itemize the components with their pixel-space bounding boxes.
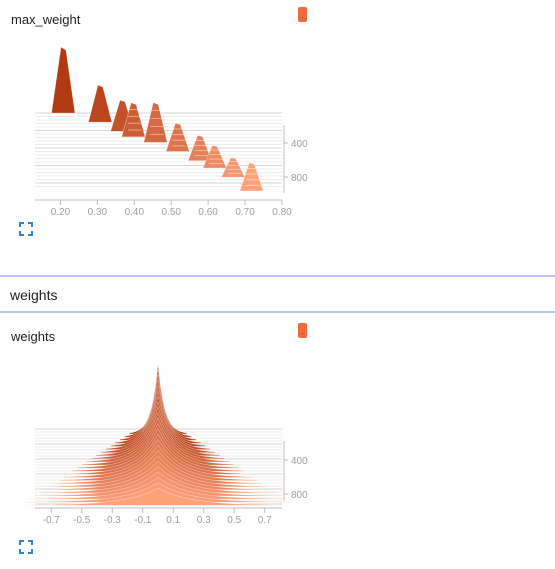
x-tick-label: 0.20 [51, 207, 71, 218]
x-tick-label: 0.60 [198, 207, 218, 218]
x-tick-label: -0.7 [43, 515, 61, 526]
histogram-peak [88, 84, 113, 123]
section-divider-top [0, 275, 555, 277]
x-tick-label: 0.5 [227, 515, 241, 526]
histogram-peak [121, 102, 146, 138]
y-tick-label: 800 [291, 173, 308, 184]
x-tick-label: 0.80 [272, 207, 292, 218]
x-tick-label: 0.40 [125, 207, 145, 218]
histogram-peak [239, 162, 264, 192]
y-tick-label: 800 [291, 490, 308, 501]
weights-histogram-chart: 400 800 -0.7 -0.5 -0.3 -0.1 0.1 0.3 0.5 0.7 [20, 363, 308, 526]
weights-card: weights 400 800 -0.7 -0.5 -0.3 -0.1 0.1 0.3 0.5 0… [0, 313, 555, 569]
expand-icon[interactable] [19, 222, 33, 236]
card-title: weights [11, 329, 56, 344]
section-title[interactable]: weights [10, 287, 58, 303]
histogram-peak [220, 157, 246, 178]
histogram-peak [202, 145, 227, 169]
max-weight-histogram-chart: 400 800 0.20 0.30 0.40 0.50 0.60 0.70 0.80 [35, 46, 308, 218]
dot-menu-icon[interactable] [298, 323, 307, 338]
expand-icon[interactable] [19, 540, 33, 554]
dot-menu-icon[interactable] [298, 7, 307, 22]
x-tick-label: 0.3 [197, 515, 211, 526]
section-divider-bottom [0, 311, 555, 313]
histogram-peak [51, 46, 76, 114]
x-tick-label: 0.1 [166, 515, 180, 526]
y-tick-label: 400 [291, 139, 308, 150]
max-weight-card: max_weight 400 800 0.20 0.30 0.40 0.50 0.60 0.7… [0, 0, 555, 270]
histogram-peak [143, 102, 168, 143]
y-tick-label: 400 [291, 456, 308, 467]
histogram-peak [165, 122, 190, 152]
x-tick-label: 0.7 [258, 515, 272, 526]
x-tick-label: -0.3 [104, 515, 122, 526]
x-tick-label: -0.5 [73, 515, 91, 526]
x-tick-label: -0.1 [134, 515, 152, 526]
histogram-peak [187, 134, 213, 162]
x-tick-label: 0.50 [161, 207, 181, 218]
x-tick-label: 0.30 [88, 207, 108, 218]
card-title: max_weight [11, 12, 81, 27]
x-tick-label: 0.70 [235, 207, 255, 218]
histogram-ridge [20, 487, 296, 506]
